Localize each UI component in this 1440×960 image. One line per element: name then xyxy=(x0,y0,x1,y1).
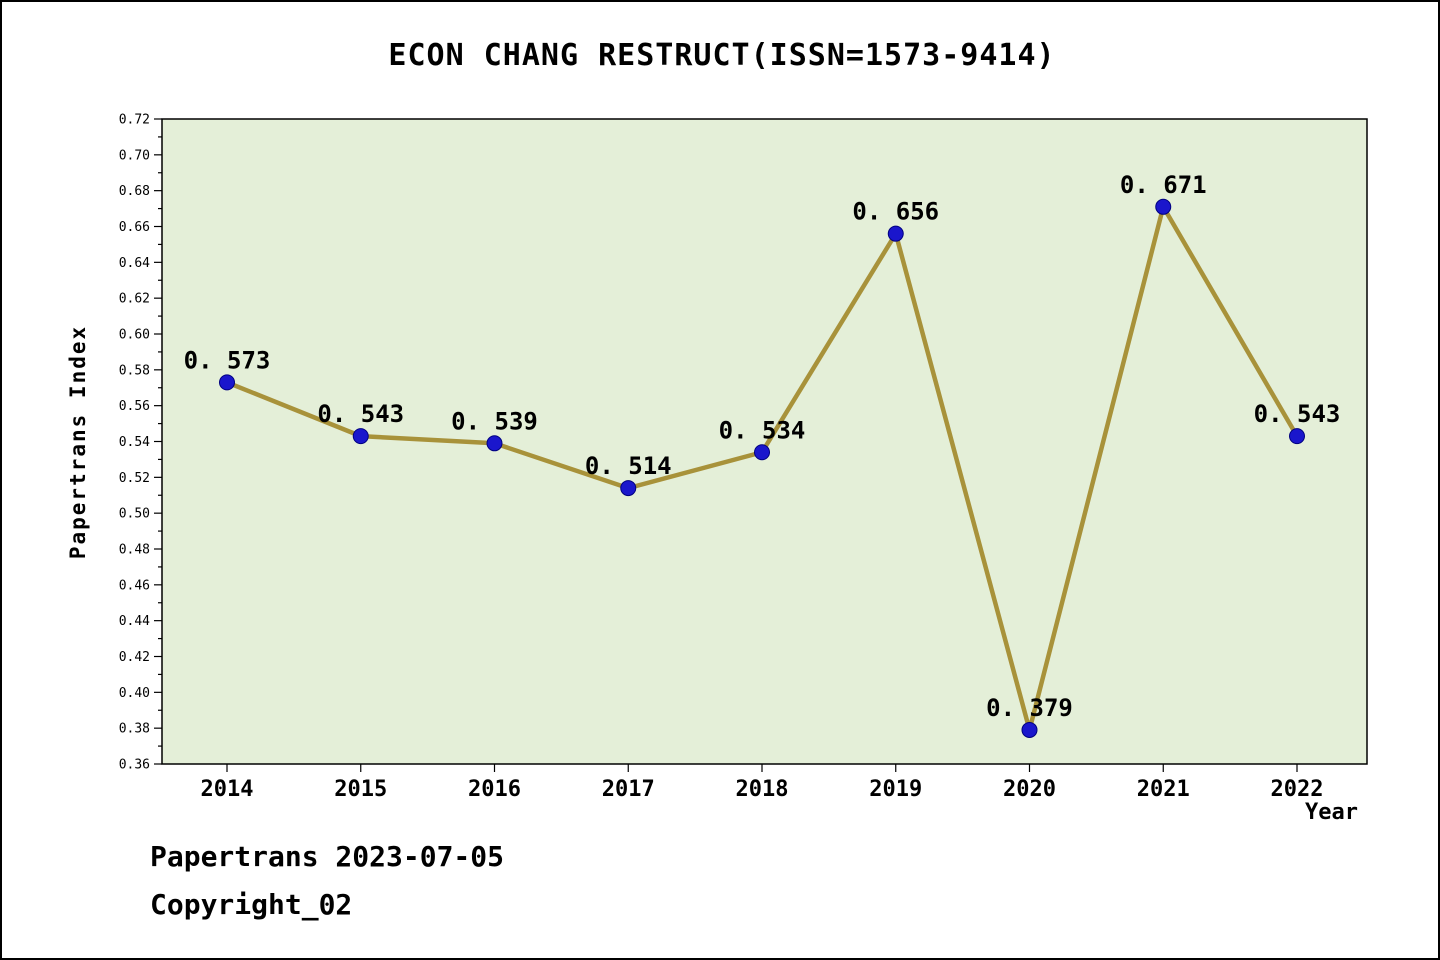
svg-text:0.62: 0.62 xyxy=(119,292,150,307)
data-point xyxy=(754,444,770,461)
svg-text:0. 379: 0. 379 xyxy=(986,694,1073,722)
chart-title: ECON CHANG RESTRUCT(ISSN=1573-9414) xyxy=(388,38,1056,73)
data-points xyxy=(219,198,1305,738)
svg-text:0.40: 0.40 xyxy=(119,686,150,701)
svg-text:2021: 2021 xyxy=(1137,777,1190,802)
x-axis-ticks: 2014 2015 2016 2017 2018 2019 2020 2021 2022 xyxy=(201,764,1324,802)
svg-text:0.64: 0.64 xyxy=(119,256,150,271)
svg-text:2016: 2016 xyxy=(468,777,521,802)
svg-text:0. 543: 0. 543 xyxy=(317,400,404,428)
data-point xyxy=(1021,721,1038,738)
svg-text:0.52: 0.52 xyxy=(119,471,150,486)
data-point xyxy=(1289,428,1305,445)
data-point xyxy=(620,480,637,497)
data-point xyxy=(1155,198,1172,215)
svg-text:0. 514: 0. 514 xyxy=(585,452,672,480)
point-labels: 0. 573 0. 543 0. 539 0. 514 0. 534 0. 656 0. 3… xyxy=(184,171,1341,722)
svg-text:0. 539: 0. 539 xyxy=(451,407,538,435)
svg-text:0. 656: 0. 656 xyxy=(852,198,939,226)
svg-text:2019: 2019 xyxy=(869,777,922,802)
svg-text:2014: 2014 xyxy=(201,777,254,802)
svg-text:2015: 2015 xyxy=(334,777,387,802)
svg-text:0.48: 0.48 xyxy=(119,543,150,558)
svg-text:0.66: 0.66 xyxy=(119,220,150,235)
svg-text:2020: 2020 xyxy=(1003,777,1056,802)
svg-text:0.60: 0.60 xyxy=(119,328,150,343)
svg-text:0.54: 0.54 xyxy=(119,435,150,450)
svg-text:0.56: 0.56 xyxy=(119,399,150,414)
y-axis-label: Papertrans Index xyxy=(66,324,90,560)
svg-text:0.44: 0.44 xyxy=(119,614,150,629)
data-point xyxy=(219,374,235,391)
x-axis-label: Year xyxy=(1305,800,1358,825)
data-point xyxy=(352,428,369,445)
svg-text:0.38: 0.38 xyxy=(119,722,150,737)
svg-text:2022: 2022 xyxy=(1271,777,1324,802)
svg-text:0.46: 0.46 xyxy=(119,578,150,593)
svg-text:0.58: 0.58 xyxy=(119,363,150,378)
svg-text:2017: 2017 xyxy=(602,777,655,802)
svg-text:0. 573: 0. 573 xyxy=(184,346,271,374)
footer-copyright: Copyright_02 xyxy=(150,888,353,921)
svg-text:2018: 2018 xyxy=(736,777,789,802)
svg-text:0. 543: 0. 543 xyxy=(1254,400,1341,428)
svg-text:0.72: 0.72 xyxy=(119,113,150,128)
data-point xyxy=(887,225,904,242)
svg-text:0.70: 0.70 xyxy=(119,148,150,163)
svg-text:0. 671: 0. 671 xyxy=(1120,171,1207,199)
svg-text:0.42: 0.42 xyxy=(119,650,150,665)
svg-text:0. 534: 0. 534 xyxy=(719,416,806,444)
svg-text:0.68: 0.68 xyxy=(119,184,150,199)
data-point xyxy=(486,435,503,452)
svg-text:0.50: 0.50 xyxy=(119,507,150,522)
y-axis-ticks: 0.36 0.38 0.40 0.42 0.44 0.46 0.48 0.50 0.52 0.54… xyxy=(119,113,162,773)
svg-text:0.36: 0.36 xyxy=(119,758,150,773)
footer-source-date: Papertrans 2023-07-05 xyxy=(150,840,505,873)
